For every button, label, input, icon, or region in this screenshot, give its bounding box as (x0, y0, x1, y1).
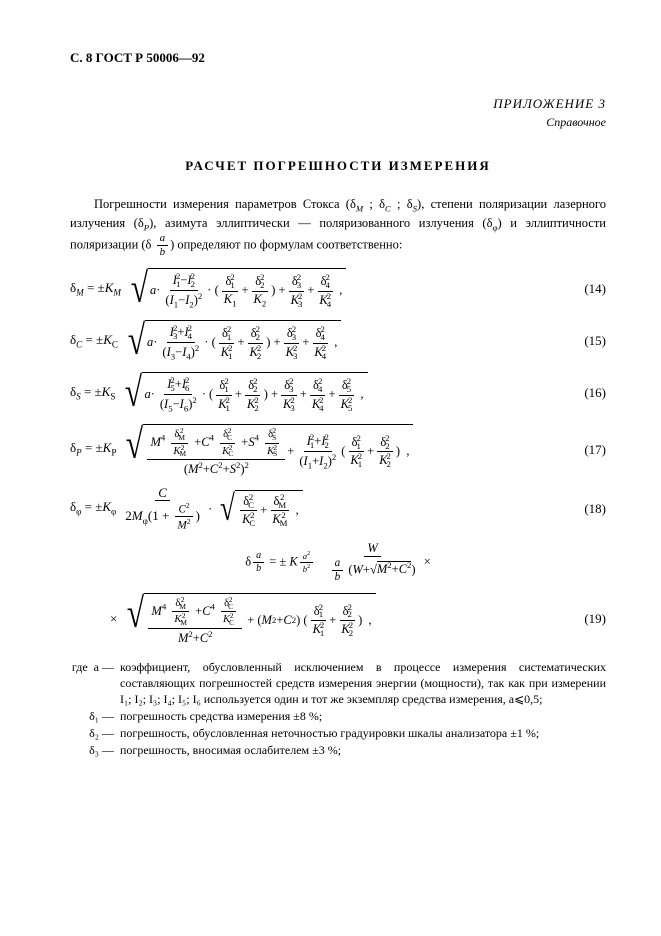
equation-19a: δab = ± Ka2b2 W ab (W+√M2+C2) × (70, 542, 606, 583)
equation-18: δφ = ±Kφ C 2Mφ(1 + C2M2) · √ δ2CK2C + δ2… (70, 486, 606, 532)
equation-14: δM = ±KM √ a · I21−I22(I1−I2)2 · (δ21K1 … (70, 268, 606, 310)
page: С. 8 ГОСТ Р 50006—92 ПРИЛОЖЕНИЕ 3 Справо… (0, 0, 661, 936)
equation-19b: × √ M4 δ2MK2M +C4 δ2CK2C M2+C2 + (M2+C2)… (110, 593, 606, 644)
intro-paragraph: Погрешности измерения параметров Стокса … (70, 196, 606, 259)
definitions: где a — коэффициент, обусловленный исклю… (70, 659, 606, 759)
equation-15: δC = ±KC √ a · I23+I24(I3−I4)2 · (δ21K21… (70, 320, 606, 362)
reference-label: Справочное (70, 115, 606, 130)
section-title: РАСЧЕТ ПОГРЕШНОСТИ ИЗМЕРЕНИЯ (70, 158, 606, 174)
equation-16: δS = ±KS √ a · I25+I26(I5−I6)2 · (δ21K21… (70, 372, 606, 414)
equation-17: δP = ±KP √ M4 δ2MK2M +C4 δ2CK2C +S4 δ2SK… (70, 424, 606, 475)
appendix-label: ПРИЛОЖЕНИЕ 3 (70, 96, 606, 112)
page-header: С. 8 ГОСТ Р 50006—92 (70, 50, 606, 66)
